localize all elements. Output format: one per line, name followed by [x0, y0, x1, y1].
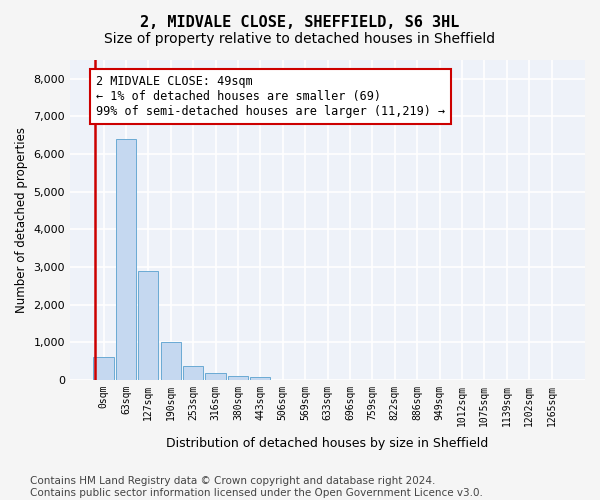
Bar: [205, 373, 226, 380]
Text: 2 MIDVALE CLOSE: 49sqm
← 1% of detached houses are smaller (69)
99% of semi-deta: 2 MIDVALE CLOSE: 49sqm ← 1% of detached …: [95, 75, 445, 118]
Bar: [94, 358, 113, 380]
Bar: [161, 342, 181, 380]
Bar: [250, 377, 271, 380]
Text: Size of property relative to detached houses in Sheffield: Size of property relative to detached ho…: [104, 32, 496, 46]
Text: 2, MIDVALE CLOSE, SHEFFIELD, S6 3HL: 2, MIDVALE CLOSE, SHEFFIELD, S6 3HL: [140, 15, 460, 30]
Text: Contains HM Land Registry data © Crown copyright and database right 2024.
Contai: Contains HM Land Registry data © Crown c…: [30, 476, 483, 498]
Bar: [138, 271, 158, 380]
Bar: [228, 376, 248, 380]
X-axis label: Distribution of detached houses by size in Sheffield: Distribution of detached houses by size …: [166, 437, 488, 450]
Bar: [116, 139, 136, 380]
Bar: [183, 366, 203, 380]
Y-axis label: Number of detached properties: Number of detached properties: [15, 127, 28, 313]
